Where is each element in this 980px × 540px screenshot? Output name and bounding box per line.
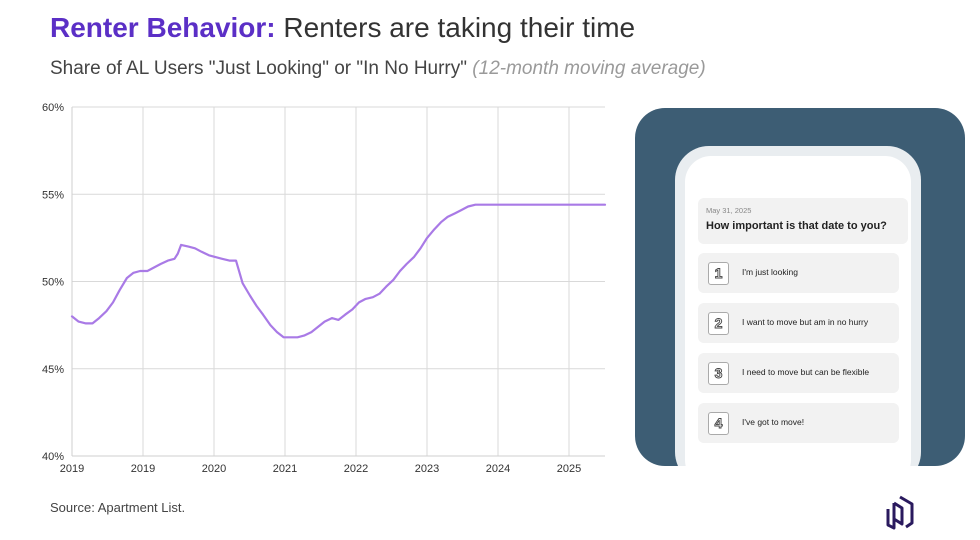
x-tick-label: 2023 [415, 463, 439, 475]
x-tick-label: 2022 [344, 463, 368, 475]
option-number: 3 [708, 362, 729, 385]
option-flexible[interactable]: 3 I need to move but can be flexible [698, 353, 899, 393]
phone-panel: May 31, 2025 How important is that date … [635, 108, 965, 466]
x-tick-label: 2020 [202, 463, 226, 475]
line-chart: 40% 45% 50% 55% 60% 2019 2019 2020 2021 2022 2023 2… [20, 95, 620, 485]
x-tick-label: 2019 [60, 463, 84, 475]
option-got-to-move[interactable]: 4 I've got to move! [698, 403, 899, 443]
y-tick-label: 55% [42, 189, 64, 201]
option-label: I've got to move! [742, 417, 804, 427]
phone-frame: May 31, 2025 How important is that date … [675, 146, 921, 466]
option-number: 1 [708, 262, 729, 285]
option-no-hurry[interactable]: 2 I want to move but am in no hurry [698, 303, 899, 343]
x-tick-label: 2025 [557, 463, 581, 475]
title-highlight: Renter Behavior: [50, 12, 276, 43]
phone-screen: May 31, 2025 How important is that date … [685, 156, 911, 466]
x-tick-label: 2019 [131, 463, 155, 475]
option-number: 2 [708, 312, 729, 335]
option-label: I'm just looking [742, 267, 798, 277]
option-label: I need to move but can be flexible [742, 367, 869, 377]
x-tick-label: 2021 [273, 463, 297, 475]
title-text: Renters are taking their time [283, 12, 635, 43]
option-label: I want to move but am in no hurry [742, 317, 868, 327]
y-tick-label: 50% [42, 277, 64, 289]
y-tick-label: 45% [42, 364, 64, 376]
subtitle-text: Share of AL Users "Just Looking" or "In … [50, 58, 467, 79]
y-tick-label: 40% [42, 451, 64, 463]
option-number: 4 [708, 412, 729, 435]
y-tick-label: 60% [42, 102, 64, 114]
page-title: Renter Behavior: Renters are taking thei… [50, 12, 635, 44]
source-note: Source: Apartment List. [50, 500, 185, 515]
question-card: May 31, 2025 How important is that date … [698, 198, 908, 244]
x-tick-label: 2024 [486, 463, 510, 475]
subtitle-note: (12-month moving average) [472, 58, 705, 79]
page-subtitle: Share of AL Users "Just Looking" or "In … [50, 58, 706, 80]
series-line [72, 205, 605, 338]
apartment-list-logo-icon [884, 493, 918, 531]
question-text: How important is that date to you? [706, 220, 887, 232]
question-date: May 31, 2025 [706, 206, 751, 215]
option-just-looking[interactable]: 1 I'm just looking [698, 253, 899, 293]
